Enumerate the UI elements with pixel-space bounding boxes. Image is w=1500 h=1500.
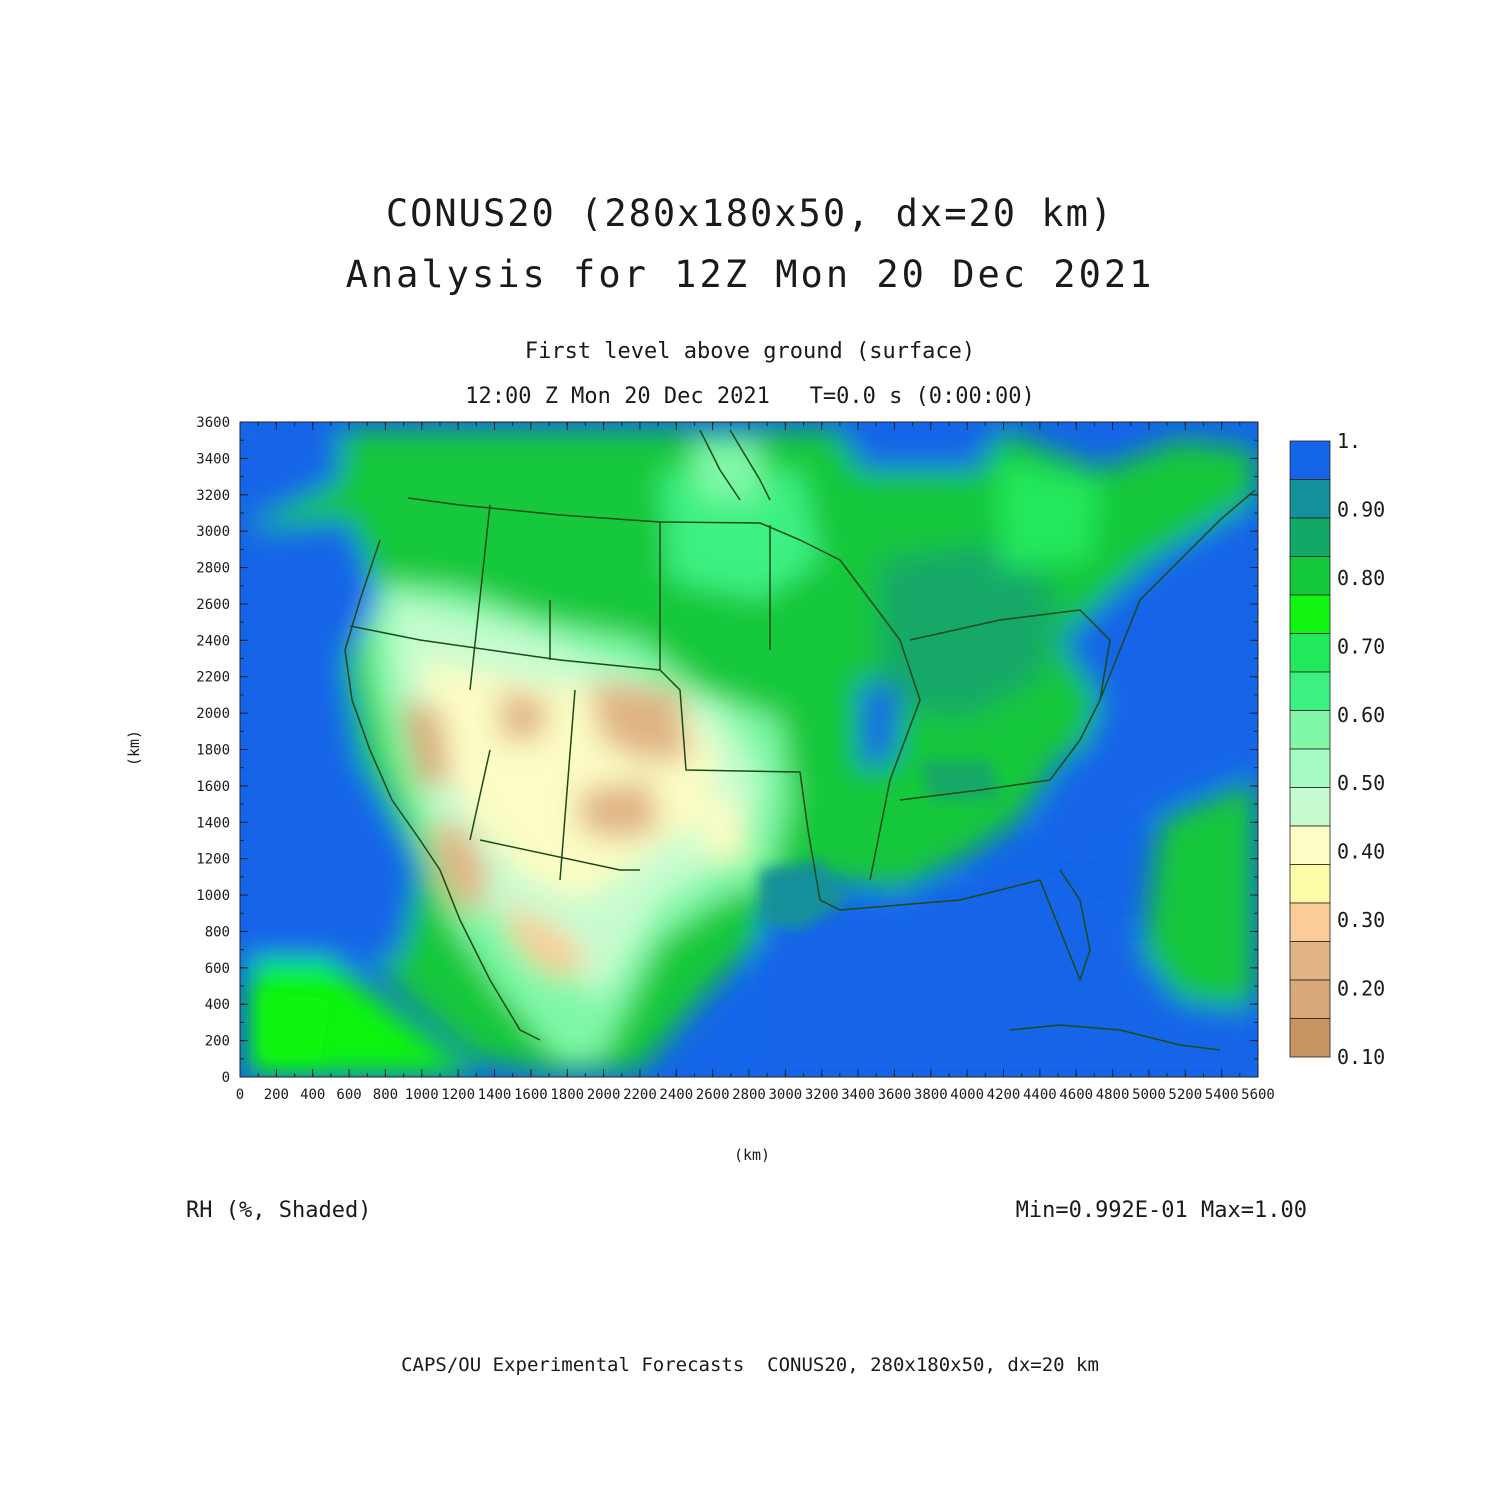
colorbar-swatch bbox=[1289, 517, 1331, 557]
x-tick-label: 3800 bbox=[914, 1087, 948, 1103]
colorbar-label: 0.50 bbox=[1337, 771, 1385, 795]
colorbar-swatch bbox=[1289, 479, 1331, 519]
y-tick-label: 1600 bbox=[196, 779, 230, 795]
colorbar-label: 0.10 bbox=[1337, 1045, 1385, 1069]
colorbar-label: 0.30 bbox=[1337, 908, 1385, 932]
y-tick-label: 1800 bbox=[196, 743, 230, 759]
x-tick-label: 1600 bbox=[514, 1087, 548, 1103]
x-tick-label: 4400 bbox=[1023, 1087, 1057, 1103]
colorbar-swatch bbox=[1289, 440, 1331, 480]
colorbar-swatch bbox=[1289, 864, 1331, 904]
x-tick-label: 1800 bbox=[550, 1087, 584, 1103]
colorbar-label: 0.70 bbox=[1337, 634, 1385, 658]
y-tick-label: 600 bbox=[205, 961, 230, 977]
y-tick-label: 3200 bbox=[196, 488, 230, 504]
x-tick-label: 2400 bbox=[659, 1087, 693, 1103]
x-tick-label: 1200 bbox=[441, 1087, 475, 1103]
x-tick-label: 4200 bbox=[987, 1087, 1021, 1103]
field-label: RH (%, Shaded) bbox=[186, 1198, 372, 1223]
y-axis-label: (km) bbox=[125, 730, 143, 766]
x-tick-label: 4000 bbox=[950, 1087, 984, 1103]
colorbar-label: 0.90 bbox=[1337, 497, 1385, 521]
x-tick-label: 3000 bbox=[768, 1087, 802, 1103]
colorbar-swatch bbox=[1289, 1018, 1331, 1058]
colorbar-swatch bbox=[1289, 710, 1331, 750]
x-tick-label: 1400 bbox=[478, 1087, 512, 1103]
colorbar-swatch bbox=[1289, 556, 1331, 596]
x-tick-label: 2000 bbox=[587, 1087, 621, 1103]
colorbar-label: 0.80 bbox=[1337, 566, 1385, 590]
x-tick-label: 2200 bbox=[623, 1087, 657, 1103]
x-tick-label: 5000 bbox=[1132, 1087, 1166, 1103]
y-tick-label: 200 bbox=[205, 1034, 230, 1050]
colorbar-swatch bbox=[1289, 633, 1331, 673]
colorbar-swatch bbox=[1289, 787, 1331, 827]
x-tick-label: 800 bbox=[373, 1087, 398, 1103]
y-tick-label: 1200 bbox=[196, 852, 230, 868]
y-tick-label: 2400 bbox=[196, 633, 230, 649]
x-tick-label: 2800 bbox=[732, 1087, 766, 1103]
colorbar-label: 0.60 bbox=[1337, 703, 1385, 727]
colorbar-swatch bbox=[1289, 979, 1331, 1019]
x-tick-label: 200 bbox=[264, 1087, 289, 1103]
credit-line: CAPS/OU Experimental Forecasts CONUS20, … bbox=[401, 1354, 1099, 1376]
x-axis-label: (km) bbox=[734, 1146, 770, 1164]
title-line-1: CONUS20 (280x180x50, dx=20 km) bbox=[385, 192, 1115, 235]
rh-map-plot: 0 200 400 600 800 1000 1200 1400 1600 1800 2000 220… bbox=[125, 415, 1385, 1164]
x-tick-label: 3200 bbox=[805, 1087, 839, 1103]
colorbar-swatch bbox=[1289, 594, 1331, 634]
y-tick-label: 3000 bbox=[196, 524, 230, 540]
x-tick-label: 400 bbox=[300, 1087, 325, 1103]
colorbar-swatch bbox=[1289, 671, 1331, 711]
colorbar-swatch bbox=[1289, 825, 1331, 865]
time-subtitle: 12:00 Z Mon 20 Dec 2021 T=0.0 s (0:00:00… bbox=[465, 384, 1035, 409]
y-tick-label: 400 bbox=[205, 997, 230, 1013]
map-boundaries bbox=[344, 429, 1256, 1051]
y-tick-label: 800 bbox=[205, 924, 230, 940]
colorbar-swatch bbox=[1289, 902, 1331, 942]
y-tick-label: 2000 bbox=[196, 706, 230, 722]
colorbar-swatch bbox=[1289, 748, 1331, 788]
x-tick-label: 5200 bbox=[1168, 1087, 1202, 1103]
x-tick-label: 4800 bbox=[1096, 1087, 1130, 1103]
colorbar: 1. 0.90 0.80 0.70 0.60 0.50 0.40 0.30 0.20 0.10 bbox=[1289, 429, 1385, 1069]
x-tick-label: 5600 bbox=[1241, 1087, 1275, 1103]
x-tick-label: 1000 bbox=[405, 1087, 439, 1103]
colorbar-label: 1. bbox=[1337, 429, 1361, 453]
x-tick-label: 600 bbox=[336, 1087, 361, 1103]
y-tick-label: 0 bbox=[222, 1070, 230, 1086]
y-tick-label: 2200 bbox=[196, 670, 230, 686]
x-tick-label: 5400 bbox=[1205, 1087, 1239, 1103]
x-axis-ticks: 0 200 400 600 800 1000 1200 1400 1600 1800 2000 220… bbox=[236, 422, 1275, 1103]
y-axis-ticks: 0 200 400 600 800 1000 1200 1400 1600 1800 2000 220… bbox=[196, 415, 1258, 1086]
colorbar-label: 0.20 bbox=[1337, 977, 1385, 1001]
colorbar-label: 0.40 bbox=[1337, 840, 1385, 864]
y-tick-label: 3400 bbox=[196, 451, 230, 467]
x-tick-label: 3400 bbox=[841, 1087, 875, 1103]
x-tick-label: 4600 bbox=[1059, 1087, 1093, 1103]
x-tick-label: 3600 bbox=[878, 1087, 912, 1103]
y-tick-label: 2600 bbox=[196, 597, 230, 613]
y-tick-label: 1400 bbox=[196, 815, 230, 831]
colorbar-swatch bbox=[1289, 941, 1331, 981]
y-tick-label: 1000 bbox=[196, 888, 230, 904]
x-tick-label: 2600 bbox=[696, 1087, 730, 1103]
rh-field bbox=[240, 422, 1258, 1077]
title-line-2: Analysis for 12Z Mon 20 Dec 2021 bbox=[345, 253, 1155, 296]
y-tick-label: 2800 bbox=[196, 561, 230, 577]
y-tick-label: 3600 bbox=[196, 415, 230, 431]
min-max-stats: Min=0.992E-01 Max=1.00 bbox=[1015, 1198, 1307, 1223]
level-subtitle: First level above ground (surface) bbox=[524, 339, 976, 364]
x-tick-label: 0 bbox=[236, 1087, 244, 1103]
